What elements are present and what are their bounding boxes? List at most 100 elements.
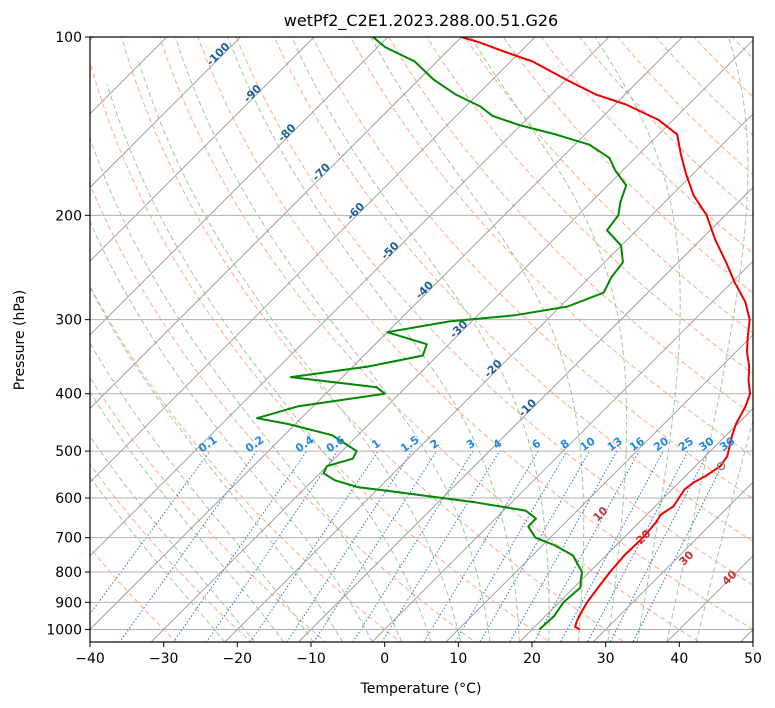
moist-adiabat [594, 37, 681, 642]
mixing-ratio-line [205, 450, 338, 642]
isotherm [224, 113, 753, 642]
isotherm [90, 37, 684, 631]
mixing-ratio-line [286, 450, 413, 642]
isotherm [518, 407, 753, 642]
dry-adiabat [350, 37, 753, 458]
dry-adiabat [426, 37, 753, 375]
moist-adiabat [174, 37, 491, 642]
moist-adiabat [106, 83, 432, 642]
dry-adiabat [388, 37, 753, 416]
x-tick-label: 0 [380, 651, 389, 667]
dry-adiabat [90, 60, 551, 642]
mixing-ratio-label: 0.4 [293, 433, 317, 455]
lcl-marker [716, 461, 726, 471]
isotherm-label: -100 [204, 40, 233, 69]
isotherm [445, 334, 753, 642]
mixing-ratio-line [509, 450, 618, 642]
wetbulb-label: 30 [677, 548, 697, 568]
isotherm-label: -40 [413, 278, 436, 301]
x-axis-label: Temperature (°C) [360, 681, 482, 697]
mixing-ratio-line [172, 450, 308, 642]
isotherm [90, 37, 315, 262]
y-tick-label: 200 [55, 208, 82, 224]
dry-adiabat [197, 37, 753, 630]
moist-adiabat [370, 37, 585, 642]
dry-adiabat [693, 37, 753, 98]
isotherm-label: -70 [310, 160, 333, 183]
isotherm [150, 39, 753, 642]
x-tick-label: 10 [449, 651, 467, 667]
mixing-ratio-line [423, 450, 539, 642]
moist-adiabat [90, 136, 403, 642]
x-tick-label: 20 [523, 651, 541, 667]
mixing-ratio-line [479, 450, 591, 642]
mixing-ratio-label: 2 [428, 437, 442, 452]
moist-adiabat [695, 418, 753, 642]
x-tick-label: −20 [223, 651, 253, 667]
wetbulb-label: 40 [720, 568, 740, 588]
mixing-ratio-label: 1.5 [398, 433, 421, 455]
dry-adiabat [311, 37, 753, 500]
chart-title: wetPf2_C2E1.2023.288.00.51.G26 [284, 11, 558, 31]
x-tick-label: 40 [670, 651, 688, 667]
mixing-ratio-line [381, 450, 500, 642]
moist-adiabat [666, 37, 749, 642]
dry-adiabat [121, 37, 626, 642]
isotherm [90, 37, 463, 410]
isotherm-label: -20 [482, 357, 505, 380]
plot-frame [89, 36, 754, 643]
moist-adiabat [90, 435, 255, 642]
mixing-ratio-line [609, 450, 709, 642]
x-tick-label: −10 [296, 651, 326, 667]
dry-adiabat [90, 376, 327, 642]
dewpoint-profile [256, 37, 628, 631]
isotherm-label: -10 [516, 396, 539, 419]
y-tick-label: 100 [55, 30, 82, 46]
y-tick-label: 500 [55, 444, 82, 460]
dry-adiabat [757, 24, 775, 654]
isotherm [739, 628, 753, 642]
isotherm [90, 37, 242, 189]
moist-adiabat [90, 391, 285, 642]
y-tick-label: 900 [55, 595, 82, 611]
dry-adiabat [90, 284, 402, 642]
mixing-ratio-line [90, 450, 211, 615]
x-tick-label: 50 [744, 651, 762, 667]
dry-adiabat [578, 37, 753, 215]
moist-adiabat [227, 37, 520, 642]
isotherm [666, 555, 753, 642]
x-tick-label: −40 [75, 651, 105, 667]
mixing-ratio-line [632, 450, 730, 642]
y-axis-label: Pressure (hPa) [12, 290, 28, 390]
dry-adiabat [90, 546, 178, 642]
isotherm [371, 260, 753, 642]
y-tick-label: 700 [55, 531, 82, 547]
x-tick-label: 30 [597, 651, 615, 667]
y-tick-label: 400 [55, 387, 82, 403]
isotherm-label: -90 [241, 82, 264, 105]
isotherm-label: -60 [344, 200, 367, 223]
isotherm [592, 481, 753, 642]
dry-adiabat [502, 37, 753, 294]
temperature-profile [461, 37, 752, 631]
mixing-ratio-line [533, 450, 640, 642]
moist-adiabat [90, 342, 314, 642]
mixing-ratio-line [118, 450, 258, 642]
y-tick-label: 600 [55, 491, 82, 507]
mixing-ratio-line [249, 450, 379, 642]
mixing-ratio-line [587, 450, 689, 642]
dry-adiabat [90, 463, 252, 642]
moist-adiabat [90, 476, 226, 642]
mixing-ratio-line [352, 450, 474, 642]
mixing-ratio-line [313, 450, 438, 642]
isotherm [90, 37, 610, 557]
dry-adiabat [159, 37, 701, 642]
isotherm [90, 37, 536, 483]
y-tick-label: 300 [55, 313, 82, 329]
moist-adiabat [138, 61, 461, 642]
y-tick-label: 800 [55, 565, 82, 581]
y-tick-label: 1000 [46, 622, 82, 638]
moist-adiabat [90, 286, 344, 642]
mixing-ratio-label: 0.1 [196, 433, 219, 455]
